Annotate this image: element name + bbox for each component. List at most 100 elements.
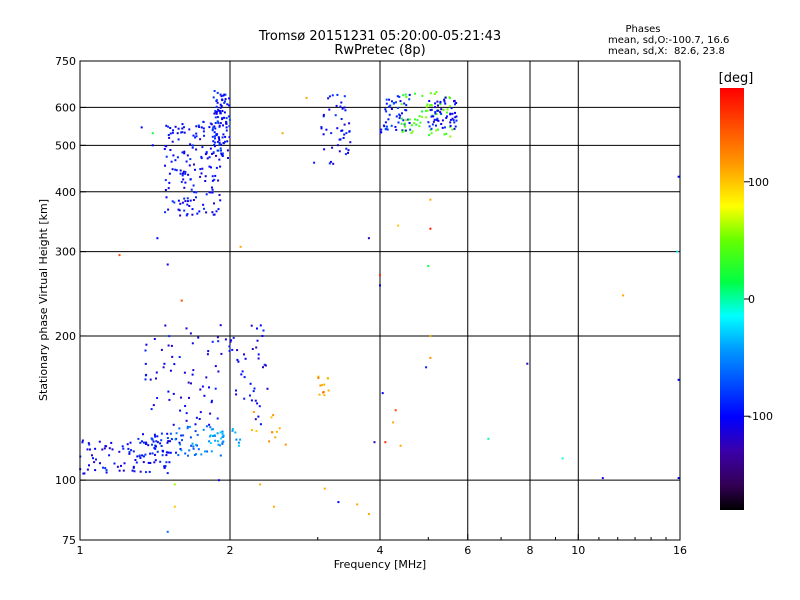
- data-point: [215, 105, 218, 108]
- data-point: [391, 100, 393, 103]
- data-point: [384, 121, 387, 124]
- data-point: [105, 445, 108, 448]
- y-tick-label: 600: [55, 101, 76, 114]
- data-point: [257, 357, 260, 360]
- data-point: [142, 455, 145, 458]
- x-tick-label: 8: [527, 544, 534, 557]
- data-point: [180, 434, 183, 437]
- data-point: [189, 158, 192, 161]
- data-point: [222, 133, 225, 136]
- data-point: [189, 332, 192, 335]
- data-point: [340, 118, 343, 120]
- data-point: [257, 415, 260, 418]
- data-point: [218, 124, 221, 127]
- data-point: [236, 349, 239, 352]
- data-point: [176, 156, 179, 159]
- data-point: [383, 125, 386, 128]
- data-point: [184, 170, 187, 173]
- x-tick-label: 4: [377, 544, 384, 557]
- y-tick-label: 75: [62, 534, 76, 547]
- data-point: [167, 344, 170, 347]
- data-point: [255, 346, 258, 349]
- data-point: [440, 108, 443, 111]
- data-point: [215, 166, 218, 169]
- data-point: [219, 93, 222, 96]
- data-point: [406, 118, 409, 121]
- data-point: [399, 444, 402, 447]
- data-point: [219, 122, 222, 125]
- data-point: [272, 505, 275, 508]
- data-point: [122, 469, 125, 472]
- data-point: [677, 378, 680, 381]
- data-point: [205, 211, 208, 214]
- data-point: [193, 191, 196, 194]
- data-point: [154, 453, 156, 456]
- data-point: [198, 126, 201, 128]
- data-point: [104, 467, 107, 470]
- x-tick-label: 16: [673, 544, 687, 557]
- data-point: [183, 152, 186, 155]
- data-point: [132, 465, 135, 468]
- data-point: [228, 349, 231, 352]
- data-point: [339, 105, 342, 108]
- data-point: [349, 141, 352, 144]
- data-point: [421, 110, 423, 113]
- y-tick-label: 500: [55, 139, 76, 152]
- data-point: [177, 127, 180, 130]
- data-point: [454, 111, 456, 114]
- data-point: [259, 324, 262, 327]
- data-point: [332, 162, 335, 165]
- data-point: [190, 188, 193, 191]
- data-point: [168, 172, 171, 175]
- data-point: [219, 147, 222, 150]
- colorbar-tick-label: 0: [748, 293, 755, 306]
- data-point: [113, 462, 116, 465]
- data-point: [385, 102, 388, 105]
- data-point: [217, 179, 220, 182]
- data-point: [216, 432, 219, 435]
- data-point: [379, 274, 381, 277]
- data-point: [221, 117, 224, 120]
- data-point: [443, 98, 446, 101]
- data-point: [211, 399, 213, 402]
- data-point: [214, 127, 217, 130]
- data-point: [191, 442, 194, 445]
- data-point: [133, 470, 136, 473]
- data-point: [161, 454, 164, 457]
- y-tick-label: 100: [55, 474, 76, 487]
- data-point: [195, 148, 198, 151]
- data-point: [167, 451, 170, 454]
- data-point: [206, 450, 209, 453]
- x-tick-label: 10: [571, 544, 585, 557]
- data-point: [118, 450, 121, 453]
- data-point: [435, 118, 438, 121]
- data-point: [223, 111, 226, 114]
- data-point: [173, 201, 176, 204]
- data-point: [172, 154, 175, 157]
- data-point: [212, 151, 215, 154]
- data-point: [156, 435, 159, 438]
- data-point: [134, 459, 137, 461]
- data-point: [152, 404, 155, 407]
- data-point: [404, 129, 407, 132]
- data-point: [224, 98, 227, 101]
- data-point: [249, 382, 252, 385]
- data-point: [449, 135, 452, 138]
- data-point: [139, 457, 142, 459]
- data-point: [169, 440, 171, 443]
- data-point: [154, 435, 157, 438]
- data-point: [195, 191, 198, 194]
- data-point: [380, 128, 383, 131]
- data-point: [160, 445, 163, 447]
- data-point: [168, 335, 171, 338]
- data-point: [281, 132, 284, 135]
- data-point: [179, 169, 182, 172]
- data-point: [221, 99, 224, 102]
- data-point: [168, 136, 171, 139]
- data-point: [388, 105, 390, 108]
- data-point: [128, 452, 131, 455]
- data-point: [384, 441, 387, 444]
- data-point: [197, 124, 200, 127]
- data-point: [144, 453, 147, 456]
- data-point: [221, 110, 224, 112]
